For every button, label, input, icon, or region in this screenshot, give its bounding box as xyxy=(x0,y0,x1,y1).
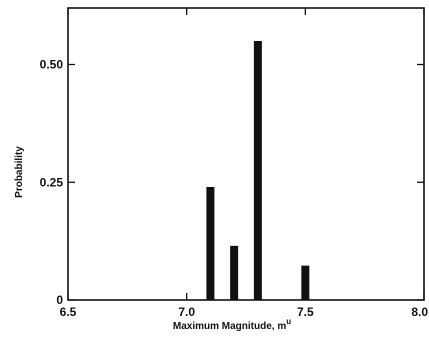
x-axis-title: Maximum Magnitude, mu xyxy=(173,317,291,332)
plot-frame xyxy=(67,7,425,301)
bar xyxy=(230,245,239,300)
axis-ticks xyxy=(67,8,425,301)
bar xyxy=(301,265,310,300)
x-tick-label: 7.5 xyxy=(297,305,314,319)
x-tick-label: 7.0 xyxy=(178,305,195,319)
x-axis-title-superscript: u xyxy=(286,317,291,326)
x-tick-label: 6.5 xyxy=(60,305,77,319)
bar xyxy=(206,186,215,300)
bars-group xyxy=(206,40,310,300)
plot-area-border xyxy=(67,7,425,301)
y-tick-label: 0.25 xyxy=(40,175,64,189)
bar xyxy=(253,40,262,300)
x-axis-title-text: Maximum Magnitude, m xyxy=(173,321,286,332)
x-tick-label: 8.0 xyxy=(411,305,428,319)
y-tick-label: 0.50 xyxy=(40,58,64,72)
tick-labels-group: 6.5 7.0 7.5 8.0 0 0.25 0.50 xyxy=(40,58,429,319)
y-tick-label: 0 xyxy=(56,293,63,307)
y-axis-title: Probability xyxy=(14,146,25,198)
